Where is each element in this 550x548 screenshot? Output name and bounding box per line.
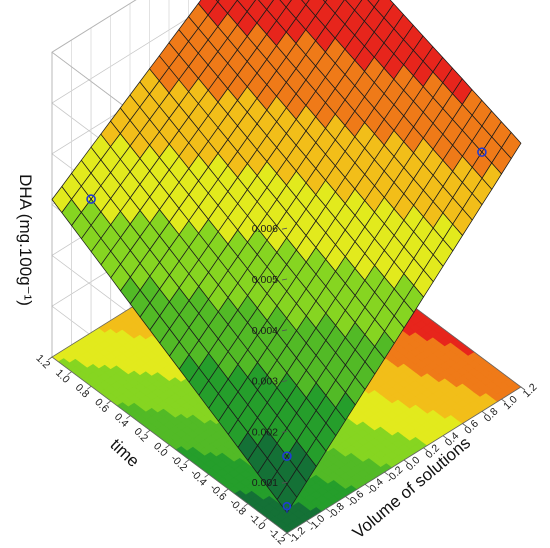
- x-tick: [384, 471, 389, 476]
- y-tick: [145, 430, 151, 434]
- observed-point: [86, 194, 96, 204]
- surface-cell: [367, 0, 380, 8]
- y-tick: [263, 518, 268, 522]
- x-tick: [462, 423, 467, 427]
- z-tick: [281, 431, 288, 433]
- floor-point: [282, 501, 292, 511]
- z-tick: [281, 481, 288, 484]
- z-tick-label: 0.004: [252, 325, 278, 337]
- x-tick: [442, 435, 448, 439]
- surface-cell: [276, 483, 298, 514]
- surface-cell: [279, 0, 292, 8]
- z-tick-label: 0.001: [252, 477, 278, 489]
- y-tick: [184, 459, 190, 463]
- y-tick: [106, 400, 111, 405]
- y-tick: [126, 415, 131, 419]
- z-tick-label: 0.006: [252, 223, 278, 235]
- y-tick: [165, 444, 170, 449]
- x-tick-label: 1.2: [521, 381, 540, 400]
- z-tick-label: 0.002: [252, 426, 278, 438]
- x-tick: [481, 411, 487, 415]
- x-tick: [501, 398, 506, 403]
- y-tick: [282, 532, 288, 537]
- x-tick: [325, 508, 331, 512]
- observed-point: [477, 147, 487, 157]
- x-tick: [306, 520, 311, 525]
- z-tick: [281, 380, 288, 382]
- y-tick-label: 1.2: [34, 352, 53, 371]
- z-tick: [281, 329, 288, 332]
- y-tick: [67, 371, 72, 375]
- y-tick: [47, 356, 53, 361]
- y-axis-label: time: [107, 435, 143, 471]
- z-tick-label: 0.005: [252, 274, 278, 286]
- z-tick: [281, 227, 288, 230]
- x-tick: [364, 484, 370, 488]
- observed-point: [282, 451, 292, 461]
- x-tick: [286, 532, 292, 537]
- surface-cell: [301, 0, 310, 6]
- x-tick: [423, 447, 428, 452]
- z-tick-label: 0.003: [252, 376, 278, 388]
- z-tick: [281, 278, 288, 281]
- z-axis-label: DHA (mg.100g⁻¹): [16, 174, 35, 306]
- y-tick: [243, 503, 249, 507]
- x-tick: [403, 459, 409, 464]
- y-tick: [86, 386, 92, 390]
- x-tick: [520, 386, 526, 391]
- y-tick: [224, 488, 229, 493]
- x-tick: [345, 496, 350, 500]
- y-tick: [204, 474, 209, 478]
